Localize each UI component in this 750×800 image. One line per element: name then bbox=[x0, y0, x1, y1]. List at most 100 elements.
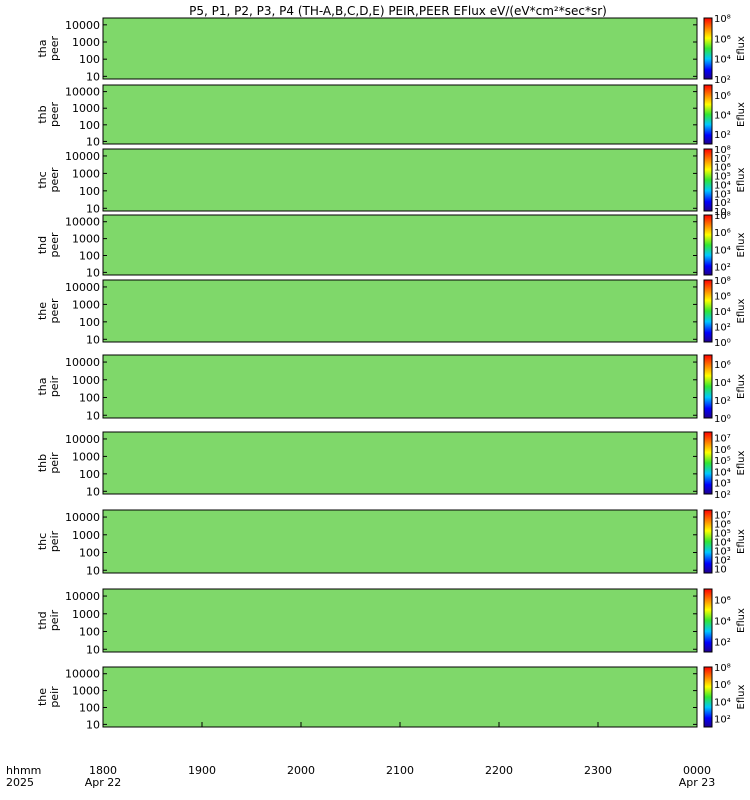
spectrogram-area bbox=[103, 589, 697, 652]
panel-probe-label: thd bbox=[36, 236, 49, 254]
panel-frame bbox=[102, 354, 698, 419]
colorbar-label: Eflux bbox=[736, 102, 747, 127]
colorbar-tick-label: 10⁸ bbox=[714, 14, 731, 25]
colorbar-tick-label: 10⁴ bbox=[714, 538, 731, 549]
colorbar-tick-label: 10² bbox=[714, 396, 731, 407]
y-tick-label: 10 bbox=[86, 266, 100, 279]
x-tick-label: 0000 bbox=[683, 764, 711, 777]
colorbar-label: Eflux bbox=[736, 167, 747, 192]
time-axis: hhmm 2025 1800 1900 2000 2100 2200 2300 0000Ap… bbox=[6, 722, 715, 789]
colorbar-label: Eflux bbox=[736, 232, 747, 257]
y-tick-label: 1000 bbox=[72, 298, 100, 311]
panel-probe-label: tha bbox=[36, 39, 49, 57]
colorbar-tick-label: 10⁷ bbox=[714, 154, 731, 165]
colorbar-label: Eflux bbox=[736, 608, 747, 633]
spectrogram-area bbox=[103, 18, 697, 79]
spectrogram-area bbox=[103, 355, 697, 418]
colorbar-tick-label: 10⁶ bbox=[714, 91, 731, 102]
colorbar-label: Eflux bbox=[736, 684, 747, 709]
spectrogram-area bbox=[103, 432, 697, 494]
y-tick-label: 10 bbox=[86, 564, 100, 577]
colorbar-tick-label: 10⁸ bbox=[714, 211, 731, 222]
y-tick-label: 10000 bbox=[65, 511, 100, 524]
x-date-label-start: Apr 22 bbox=[85, 776, 122, 789]
colorbar-tick-label: 10⁵ bbox=[714, 529, 731, 540]
colorbar-tick-label: 10⁶ bbox=[714, 445, 731, 456]
colorbar-tick-label: 10⁴ bbox=[714, 55, 731, 66]
chart-title: P5, P1, P2, P3, P4 (TH-A,B,C,D,E) PEIR,P… bbox=[189, 4, 607, 18]
panel-frame bbox=[102, 214, 698, 276]
colorbar bbox=[703, 431, 713, 495]
colorbar-tick-label: 10³ bbox=[714, 479, 731, 490]
panel-species-label: peir bbox=[48, 609, 61, 631]
panel-species-label: peer bbox=[48, 298, 61, 324]
panel-probe-label: thd bbox=[36, 611, 49, 629]
panel-probe-label: the bbox=[36, 302, 49, 320]
colorbar-tick-label: 10⁰ bbox=[714, 338, 731, 349]
y-tick-label: 100 bbox=[79, 53, 100, 66]
colorbar-tick-label: 10⁴ bbox=[714, 111, 731, 122]
colorbar-tick-label: 10⁶ bbox=[714, 292, 731, 303]
colorbar-tick-label: 10² bbox=[714, 490, 731, 501]
panel-the-peir: 10 100 1000 10000 the peir 10² 10⁴ 10⁶ 10⁸ Eflux bbox=[36, 663, 747, 731]
y-tick-label: 100 bbox=[79, 249, 100, 262]
panel-frame bbox=[102, 588, 698, 653]
x-row-label-hhmm: hhmm bbox=[6, 764, 41, 777]
y-tick-label: 10000 bbox=[65, 668, 100, 681]
y-tick-label: 10000 bbox=[65, 216, 100, 229]
panel-frame bbox=[102, 17, 698, 80]
y-tick-label: 100 bbox=[79, 547, 100, 560]
colorbar-tick-label: 10⁶ bbox=[714, 596, 731, 607]
colorbar-tick-label: 10² bbox=[714, 323, 731, 334]
panel-probe-label: thb bbox=[36, 454, 49, 472]
colorbar-tick-label: 10⁶ bbox=[714, 680, 731, 691]
y-tick-label: 1000 bbox=[72, 450, 100, 463]
colorbar-label: Eflux bbox=[736, 450, 747, 475]
colorbar-label: Eflux bbox=[736, 374, 747, 399]
y-tick-label: 100 bbox=[79, 468, 100, 481]
x-tick-label: 1900 bbox=[188, 764, 216, 777]
y-tick-label: 100 bbox=[79, 626, 100, 639]
colorbar-tick-label: 10⁴ bbox=[714, 245, 731, 256]
x-date-label-end: Apr 23 bbox=[679, 776, 716, 789]
panel-species-label: peer bbox=[48, 36, 61, 62]
colorbar bbox=[703, 148, 713, 212]
colorbar-tick-label: 10² bbox=[714, 714, 731, 725]
colorbar-tick-label: 10⁴ bbox=[714, 697, 731, 708]
panel-tha-peer: 10 100 1000 10000 tha peer 10² 10⁴ 10⁶ 10⁸ Eflux bbox=[36, 14, 747, 86]
panel-species-label: peir bbox=[48, 686, 61, 708]
colorbar-tick-label: 10² bbox=[714, 556, 731, 567]
y-tick-label: 10000 bbox=[65, 150, 100, 163]
colorbar-tick-label: 10⁴ bbox=[714, 467, 731, 478]
panel-probe-label: the bbox=[36, 688, 49, 706]
panel-probe-label: tha bbox=[36, 377, 49, 395]
x-tick-label: 2000 bbox=[287, 764, 315, 777]
y-tick-label: 10 bbox=[86, 333, 100, 346]
colorbar-tick-label: 10⁶ bbox=[714, 360, 731, 371]
colorbar-tick-label: 10³ bbox=[714, 189, 731, 200]
y-tick-label: 100 bbox=[79, 185, 100, 198]
panel-species-label: peir bbox=[48, 452, 61, 474]
spectrogram-area bbox=[103, 149, 697, 211]
y-tick-label: 1000 bbox=[72, 529, 100, 542]
colorbar-tick-label: 10⁶ bbox=[714, 228, 731, 239]
colorbar-tick-label: 10⁸ bbox=[714, 663, 731, 674]
panel-probe-label: thb bbox=[36, 105, 49, 123]
y-tick-label: 10 bbox=[86, 202, 100, 215]
y-tick-label: 1000 bbox=[72, 36, 100, 49]
spectrogram-area bbox=[103, 667, 697, 727]
colorbar-tick-label: 10⁶ bbox=[714, 520, 731, 531]
colorbar-tick-label: 10 bbox=[714, 565, 727, 576]
colorbar-tick-label: 10⁴ bbox=[714, 307, 731, 318]
colorbar-tick-label: 10⁴ bbox=[714, 180, 731, 191]
y-tick-label: 1000 bbox=[72, 167, 100, 180]
panel-species-label: peer bbox=[48, 232, 61, 258]
spectrogram-area bbox=[103, 510, 697, 573]
colorbar-tick-label: 10⁷ bbox=[714, 434, 731, 445]
panel-frame bbox=[102, 509, 698, 574]
panel-species-label: peer bbox=[48, 167, 61, 193]
panel-the-peer: 10 100 1000 10000 the peer 10⁰ 10² 10⁴ 10⁶ 10⁸ Eflu… bbox=[36, 276, 747, 349]
